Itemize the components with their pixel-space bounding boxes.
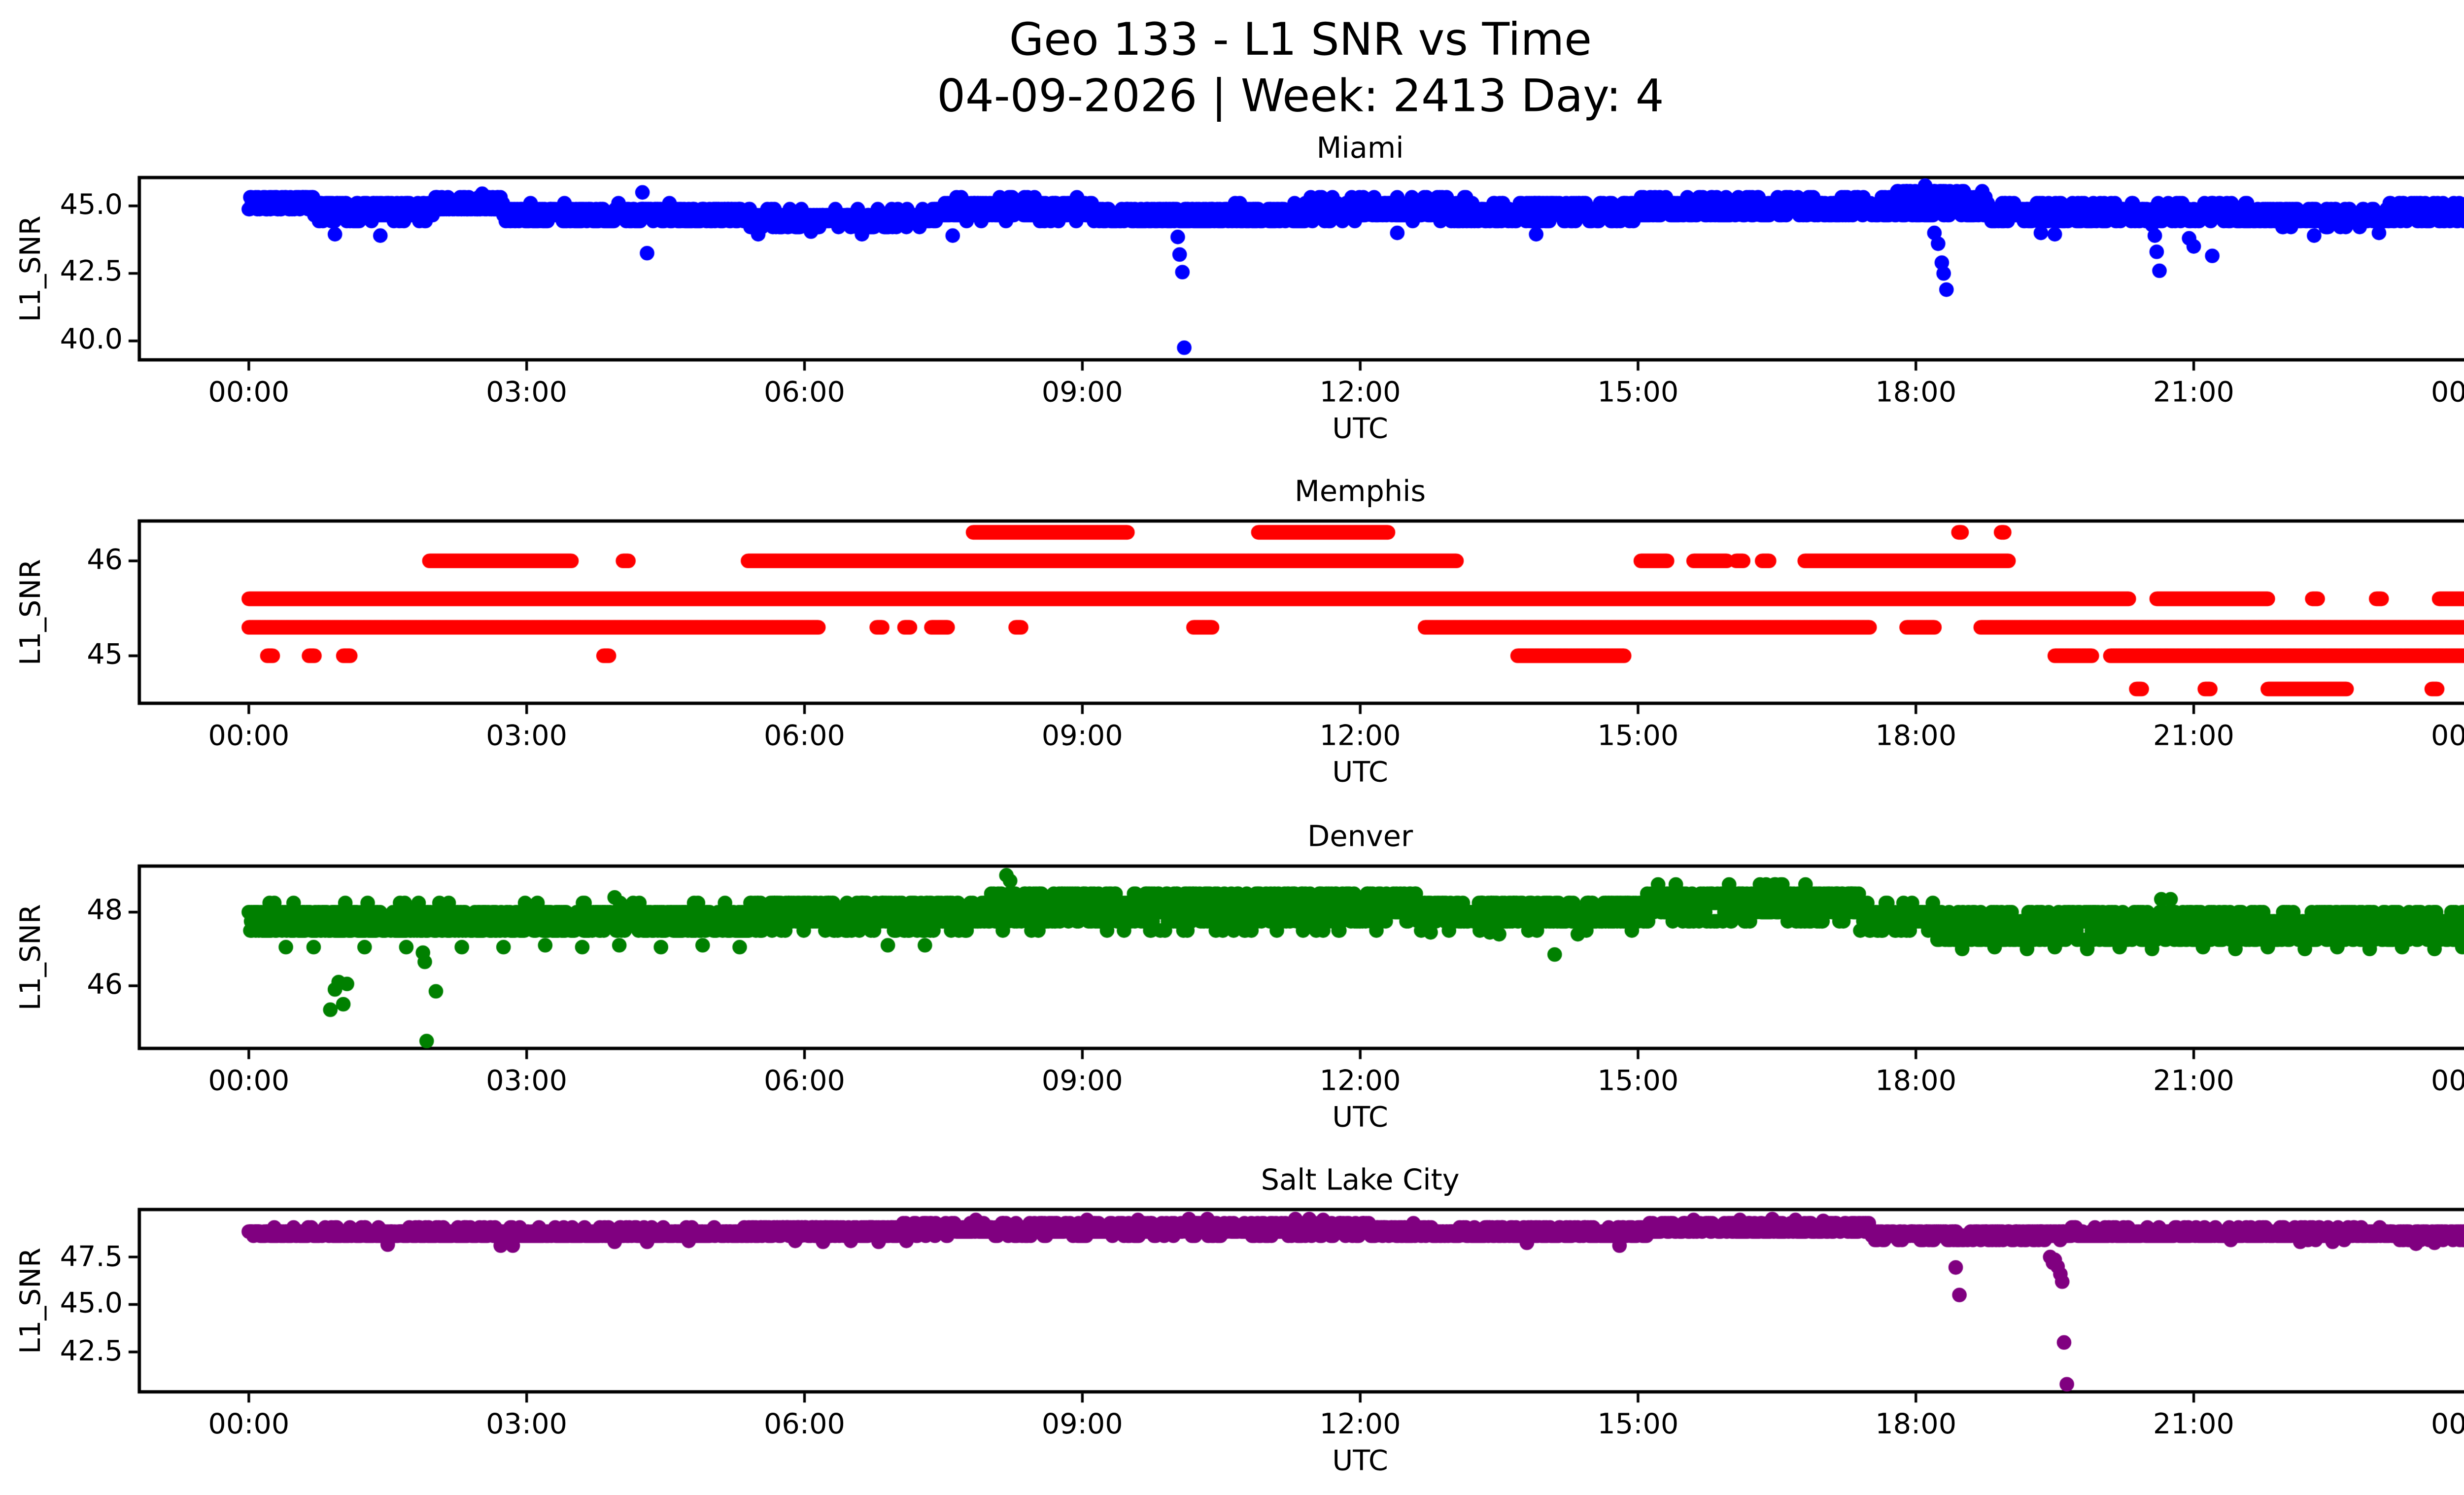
x-tick-label: 09:00 xyxy=(1041,1408,1123,1442)
x-tick-label: 00:00 xyxy=(2430,1064,2464,1098)
x-tick-label: 03:00 xyxy=(486,720,568,754)
x-tick-label: 18:00 xyxy=(1875,376,1957,409)
x-tick-label: 12:00 xyxy=(1319,1064,1401,1098)
figure-title-block: Geo 133 - L1 SNR vs Time 04-09-2026 | We… xyxy=(0,13,2464,126)
subplot-title: Salt Lake City xyxy=(1261,1164,1460,1198)
x-tick-label: 06:00 xyxy=(763,376,845,409)
subplot-title: Miami xyxy=(1316,132,1404,165)
x-tick-label: 03:00 xyxy=(486,1408,568,1442)
x-tick-label: 12:00 xyxy=(1319,720,1401,754)
figure-subtitle: 04-09-2026 | Week: 2413 Day: 4 xyxy=(937,71,1664,123)
x-tick-label: 00:00 xyxy=(208,376,290,409)
y-tick-label: 48 xyxy=(87,895,123,928)
y-tick-label: 46 xyxy=(87,968,123,1002)
x-tick-label: 21:00 xyxy=(2153,376,2234,409)
x-tick-label: 15:00 xyxy=(1597,720,1679,754)
x-tick-label: 00:00 xyxy=(208,720,290,754)
subplot-title: Memphis xyxy=(1295,476,1426,510)
x-tick-label: 00:00 xyxy=(2430,1408,2464,1442)
x-tick-label: 18:00 xyxy=(1875,1408,1957,1442)
x-tick-label: 03:00 xyxy=(486,1064,568,1098)
y-tick-label: 45.0 xyxy=(60,188,123,222)
figure-title: Geo 133 - L1 SNR vs Time xyxy=(1009,15,1592,67)
x-tick-label: 06:00 xyxy=(763,1064,845,1098)
x-tick-label: 15:00 xyxy=(1597,1064,1679,1098)
x-tick-label: 21:00 xyxy=(2153,720,2234,754)
x-tick-label: 12:00 xyxy=(1319,1408,1401,1442)
x-tick-label: 18:00 xyxy=(1875,1064,1957,1098)
x-tick-label: 00:00 xyxy=(208,1408,290,1442)
x-axis-label: UTC xyxy=(1332,412,1388,446)
y-tick-label: 46 xyxy=(87,544,123,578)
x-tick-label: 15:00 xyxy=(1597,376,1679,409)
x-tick-label: 18:00 xyxy=(1875,720,1957,754)
y-tick-label: 42.5 xyxy=(60,256,123,289)
x-tick-label: 09:00 xyxy=(1041,1064,1123,1098)
y-tick-label: 42.5 xyxy=(60,1335,123,1369)
scatter-plot-canvas xyxy=(0,167,2464,396)
scatter-plot-canvas xyxy=(0,511,2464,740)
y-tick-label: 45.0 xyxy=(60,1287,123,1321)
x-tick-label: 21:00 xyxy=(2153,1408,2234,1442)
x-tick-label: 12:00 xyxy=(1319,376,1401,409)
y-tick-label: 45 xyxy=(87,639,123,673)
x-axis-label: UTC xyxy=(1332,1101,1388,1134)
x-tick-label: 03:00 xyxy=(486,376,568,409)
y-tick-label: 40.0 xyxy=(60,323,123,357)
y-tick-label: 47.5 xyxy=(60,1240,123,1274)
x-tick-label: 00:00 xyxy=(2430,720,2464,754)
subplot-title: Denver xyxy=(1307,820,1413,854)
x-axis-label: UTC xyxy=(1332,756,1388,790)
x-tick-label: 09:00 xyxy=(1041,720,1123,754)
x-tick-label: 21:00 xyxy=(2153,1064,2234,1098)
x-tick-label: 06:00 xyxy=(763,1408,845,1442)
x-tick-label: 15:00 xyxy=(1597,1408,1679,1442)
x-tick-label: 06:00 xyxy=(763,720,845,754)
scatter-plot-canvas xyxy=(0,855,2464,1084)
x-tick-label: 09:00 xyxy=(1041,376,1123,409)
x-axis-label: UTC xyxy=(1332,1445,1388,1479)
x-tick-label: 00:00 xyxy=(2430,376,2464,409)
x-tick-label: 00:00 xyxy=(208,1064,290,1098)
scatter-plot-canvas xyxy=(0,1199,2464,1429)
